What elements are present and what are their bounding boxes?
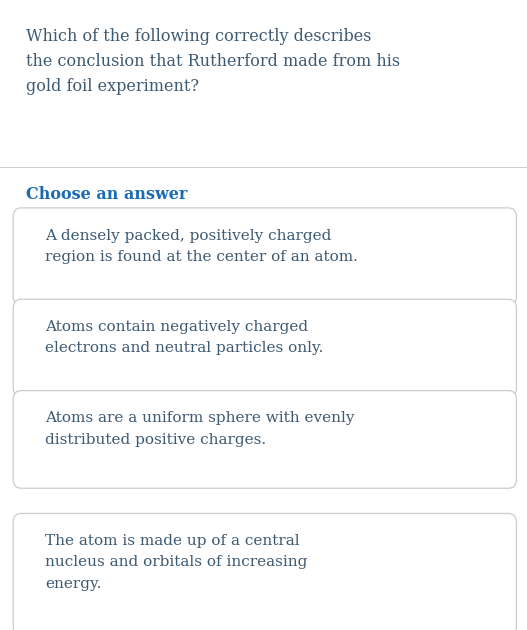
- FancyBboxPatch shape: [13, 208, 516, 306]
- Text: Atoms are a uniform sphere with evenly
distributed positive charges.: Atoms are a uniform sphere with evenly d…: [45, 411, 354, 447]
- Text: The atom is made up of a central
nucleus and orbitals of increasing
energy.: The atom is made up of a central nucleus…: [45, 534, 307, 590]
- Text: Atoms contain negatively charged
electrons and neutral particles only.: Atoms contain negatively charged electro…: [45, 320, 323, 355]
- FancyBboxPatch shape: [13, 391, 516, 488]
- Text: Which of the following correctly describes
the conclusion that Rutherford made f: Which of the following correctly describ…: [26, 28, 401, 95]
- FancyBboxPatch shape: [13, 513, 516, 630]
- Text: A densely packed, positively charged
region is found at the center of an atom.: A densely packed, positively charged reg…: [45, 229, 358, 264]
- FancyBboxPatch shape: [13, 299, 516, 397]
- Text: Choose an answer: Choose an answer: [26, 186, 188, 203]
